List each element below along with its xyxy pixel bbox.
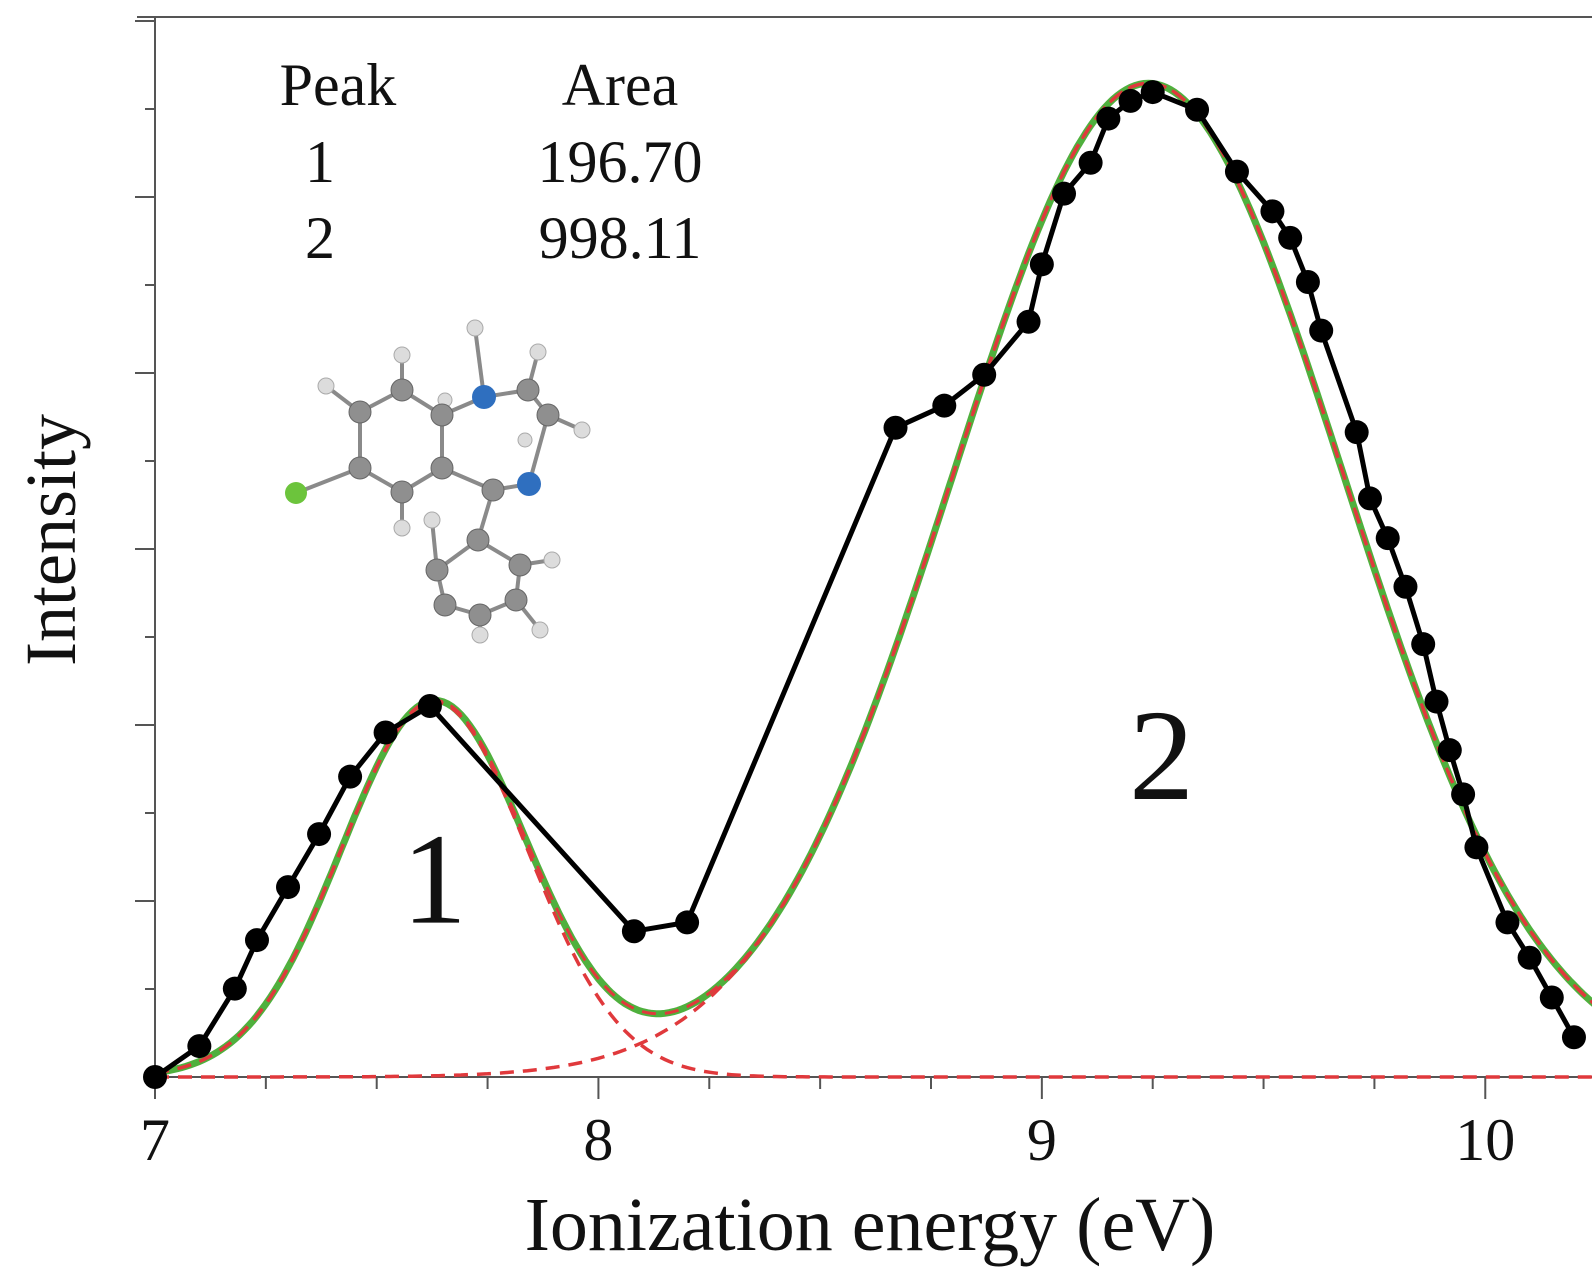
experimental-point (1561, 1025, 1586, 1050)
peak-area-table: Peak Area 1 196.70 2 998.11 (280, 52, 703, 271)
peak1-fit-line (154, 699, 1592, 1079)
experimental-point (307, 822, 332, 847)
experimental-point (1393, 574, 1418, 599)
peak2-fit-line (155, 81, 1592, 1079)
peak-label-1: 1 (402, 808, 467, 952)
experimental-point (972, 362, 997, 387)
experimental-point (1539, 985, 1564, 1010)
table-header-area: Area (562, 52, 679, 118)
experimental-point (621, 919, 646, 944)
y-axis-title: Intensity (11, 414, 91, 666)
experimental-point (244, 928, 269, 953)
x-tick-labels: 7 8 9 10 (140, 1107, 1515, 1173)
experimental-point (1052, 181, 1077, 206)
experimental-point (1185, 97, 1210, 122)
experimental-point (1295, 270, 1320, 294)
experimental-point (1029, 252, 1054, 277)
table-row-2-peak: 2 (305, 205, 335, 271)
experimental-point (1375, 526, 1400, 551)
experimental-point (1451, 782, 1476, 807)
experimental-point (373, 720, 398, 745)
experimental-point (338, 764, 363, 789)
experimental-point (1437, 738, 1462, 763)
sum-fit-dashed-line (154, 81, 1592, 1075)
table-row-2-area: 998.11 (539, 205, 702, 271)
experimental-point (417, 694, 442, 718)
experimental-point (1357, 486, 1382, 511)
experimental-point (1495, 910, 1520, 935)
table-header-peak: Peak (280, 52, 397, 118)
experimental-point (1016, 309, 1041, 334)
experimental-point (1309, 318, 1334, 343)
experimental-point (932, 393, 957, 418)
experimental-point (276, 875, 301, 900)
experimental-point (1140, 80, 1165, 105)
experimental-point (1078, 150, 1103, 175)
experimental-point (675, 910, 700, 935)
experimental-point (187, 1034, 212, 1059)
x-tick-label: 8 (583, 1107, 613, 1173)
experimental-point (1260, 199, 1285, 224)
experimental-point (1118, 88, 1143, 113)
experimental-point (1517, 945, 1542, 970)
y-axis-ticks (135, 20, 155, 990)
x-axis-title: Ionization energy (eV) (525, 1183, 1216, 1267)
x-axis-ticks (154, 1077, 1487, 1099)
experimental-point (1411, 632, 1436, 657)
molecule-illustration (285, 319, 591, 644)
table-row-1-area: 196.70 (538, 129, 703, 195)
experimental-point (143, 1065, 167, 1089)
experimental-point (1464, 835, 1489, 860)
experimental-point (1344, 420, 1369, 445)
experimental-point (1096, 106, 1121, 131)
experimental-point (1278, 225, 1303, 250)
experimental-line (153, 89, 1577, 1080)
x-tick-label: 9 (1027, 1107, 1057, 1173)
experimental-point (1424, 689, 1449, 714)
plot-area (143, 79, 1592, 1089)
table-row-1-peak: 1 (305, 129, 335, 195)
x-tick-label: 10 (1455, 1107, 1515, 1173)
x-tick-label: 7 (140, 1107, 170, 1173)
experimental-point (883, 415, 908, 440)
experimental-point (1224, 159, 1249, 184)
peak-label-2: 2 (1129, 684, 1194, 828)
experimental-point (222, 976, 247, 1001)
